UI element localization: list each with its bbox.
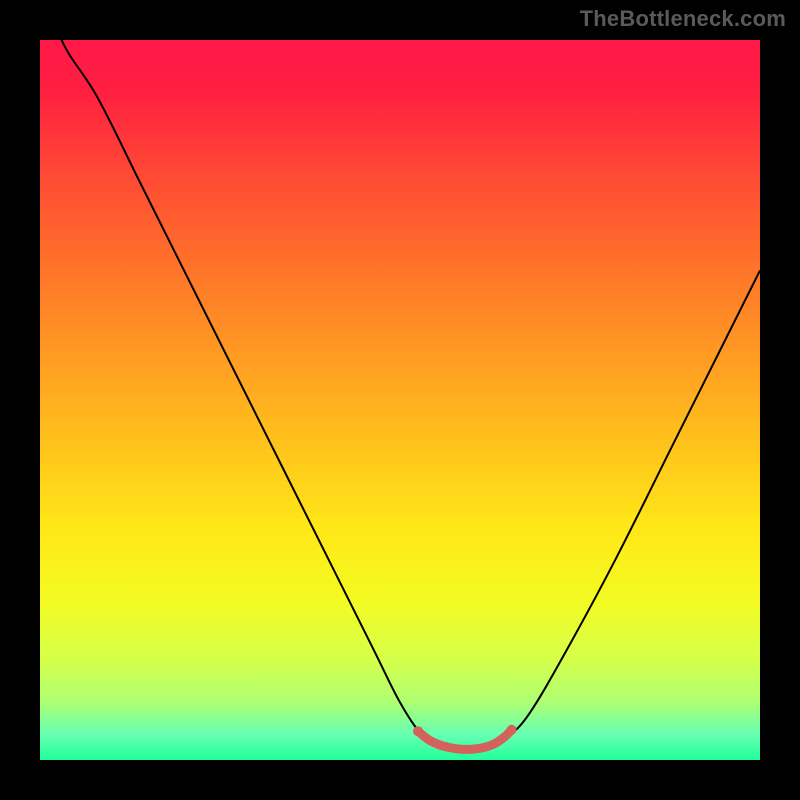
- highlight-endpoint-right: [507, 725, 517, 735]
- bottleneck-curve-chart: [40, 40, 760, 760]
- highlight-endpoint-left: [413, 726, 423, 736]
- watermark-label: TheBottleneck.com: [580, 6, 786, 32]
- chart-outer-frame: TheBottleneck.com: [0, 0, 800, 800]
- chart-background-gradient: [40, 40, 760, 760]
